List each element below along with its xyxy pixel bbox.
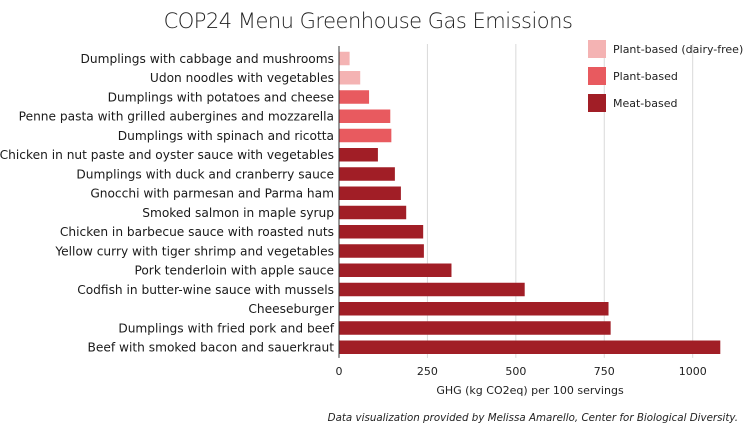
x-tick-label: 750: [594, 365, 615, 378]
legend: Plant-based (dairy-free) Plant-based Meat-…: [588, 40, 743, 112]
legend-label: Meat-based: [613, 97, 678, 110]
category-label: Cheeseburger: [248, 302, 335, 316]
bar: [339, 340, 721, 354]
bar: [339, 205, 407, 220]
bar: [339, 263, 452, 277]
category-label: Dumplings with fried pork and beef: [118, 321, 334, 335]
legend-label: Plant-based (dairy-free): [613, 43, 743, 56]
category-label: Gnocchi with parmesan and Parma ham: [90, 187, 334, 201]
x-tick-label: 250: [417, 365, 438, 378]
category-label: Dumplings with duck and cranberry sauce: [76, 167, 334, 181]
x-tick-label: 1000: [679, 365, 707, 378]
bar: [339, 186, 401, 200]
source-note: Data visualization provided by Melissa A…: [328, 412, 738, 424]
bar: [339, 321, 611, 335]
bar: [339, 282, 525, 297]
legend-swatch: [588, 40, 606, 58]
chart-title: COP24 Menu Greenhouse Gas Emissions: [164, 9, 573, 33]
bar: [339, 302, 609, 316]
bar: [339, 109, 391, 123]
x-tick-label: 0: [336, 365, 343, 378]
category-label: Penne pasta with grilled aubergines and …: [19, 110, 334, 124]
category-label: Smoked salmon in maple syrup: [142, 206, 334, 220]
x-tick-label: 500: [505, 365, 526, 378]
category-label: Udon noodles with vegetables: [150, 71, 334, 85]
bar: [339, 128, 392, 143]
category-label: Chicken in barbecue sauce with roasted n…: [60, 225, 334, 239]
category-labels: Dumplings with cabbage and mushrooms Udon…: [0, 52, 335, 355]
legend-label: Plant-based: [613, 70, 678, 83]
x-tick-labels: 0 250 500 750 1000: [336, 365, 707, 378]
bar: [339, 71, 361, 85]
bars: [339, 51, 721, 354]
category-label: Dumplings with cabbage and mushrooms: [81, 52, 334, 66]
bar: [339, 90, 370, 104]
bar: [339, 148, 378, 162]
category-label: Yellow curry with tiger shrimp and veget…: [54, 244, 334, 258]
bar: [339, 51, 350, 66]
bar: [339, 244, 424, 258]
category-label: Dumplings with spinach and ricotta: [118, 129, 334, 143]
category-label: Dumplings with potatoes and cheese: [108, 90, 334, 104]
legend-swatch: [588, 94, 606, 112]
category-label: Codfish in butter-wine sauce with mussel…: [77, 283, 334, 297]
legend-swatch: [588, 67, 606, 85]
category-label: Beef with smoked bacon and sauerkraut: [87, 341, 334, 355]
category-label: Pork tenderloin with apple sauce: [134, 264, 334, 278]
x-axis-label: GHG (kg CO2eq) per 100 servings: [436, 384, 624, 397]
bar: [339, 167, 395, 181]
category-label: Chicken in nut paste and oyster sauce wi…: [0, 148, 334, 162]
bar: [339, 225, 424, 239]
